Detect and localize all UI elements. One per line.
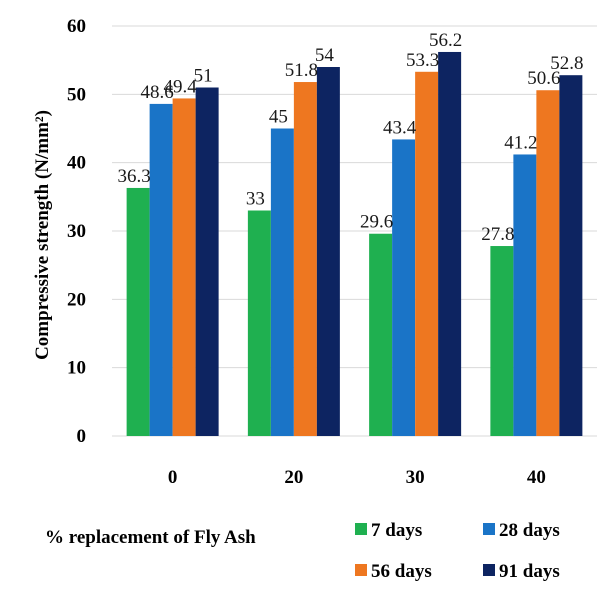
x-tick-label: 30 [406, 467, 425, 488]
bar-91-days-0 [195, 87, 219, 436]
legend-label: 91 days [499, 561, 560, 582]
data-label: 45 [269, 107, 288, 128]
bar-7-days-0 [126, 187, 150, 436]
legend-label: 56 days [371, 561, 432, 582]
bar-28-days-30 [392, 139, 416, 436]
y-tick-label: 20 [67, 289, 86, 310]
bar-91-days-20 [316, 67, 340, 436]
legend-swatch [355, 523, 367, 535]
data-label: 56.2 [429, 30, 462, 51]
y-tick-label: 10 [67, 358, 86, 379]
bars [126, 51, 583, 437]
data-labels: 36.3 48.649.451 33 45 51.854 29.6 43.4 53.356.2… [118, 30, 584, 245]
y-tick-label: 60 [67, 16, 86, 37]
y-tick-label: 0 [77, 426, 87, 447]
bar-7-days-40 [490, 246, 514, 436]
y-tick-label: 50 [67, 84, 86, 105]
legend-label: 28 days [499, 520, 560, 541]
data-label: 29.6 [360, 212, 393, 233]
y-axis-title: Compressive strength (N/mm²) [32, 110, 53, 360]
legend-swatch [355, 564, 367, 576]
data-label: 51.8 [285, 60, 318, 81]
bar-28-days-40 [513, 154, 537, 436]
data-label: 36.3 [118, 166, 151, 187]
bar-91-days-40 [559, 75, 583, 436]
y-tick-label: 40 [67, 153, 86, 174]
legend: % replacement of Fly Ash 7 days 28 days 56… [45, 520, 560, 582]
bar-56-days-40 [536, 90, 560, 436]
data-label: 43.4 [383, 117, 417, 138]
bar-56-days-30 [415, 71, 439, 437]
data-label: 41.2 [504, 132, 537, 153]
x-axis-title: % replacement of Fly Ash [45, 527, 256, 548]
data-label: 49.4 [164, 76, 198, 97]
legend-swatch [483, 564, 495, 576]
bar-28-days-0 [149, 103, 173, 437]
bar-28-days-20 [270, 128, 294, 436]
data-label: 27.8 [481, 224, 514, 245]
x-tick-label: 40 [527, 467, 546, 488]
x-tick-label: 0 [168, 467, 178, 488]
legend-swatch [483, 523, 495, 535]
bar-7-days-30 [369, 233, 393, 436]
bar-56-days-0 [172, 98, 196, 436]
data-label: 51 [194, 66, 213, 87]
legend-label: 7 days [371, 520, 422, 541]
data-label: 33 [246, 189, 265, 210]
data-label: 50.6 [527, 68, 560, 89]
data-label: 52.8 [550, 53, 583, 74]
bar-91-days-30 [438, 51, 462, 436]
y-tick-label: 30 [67, 221, 86, 242]
bar-7-days-20 [247, 210, 271, 436]
axis-ticks: 0 10 20 30 40 50 60 0 20 30 40 [67, 16, 546, 488]
x-tick-label: 20 [284, 467, 303, 488]
bar-56-days-20 [293, 82, 317, 437]
data-label: 48.6 [141, 82, 174, 103]
data-label: 54 [315, 45, 335, 66]
data-label: 53.3 [406, 50, 439, 71]
